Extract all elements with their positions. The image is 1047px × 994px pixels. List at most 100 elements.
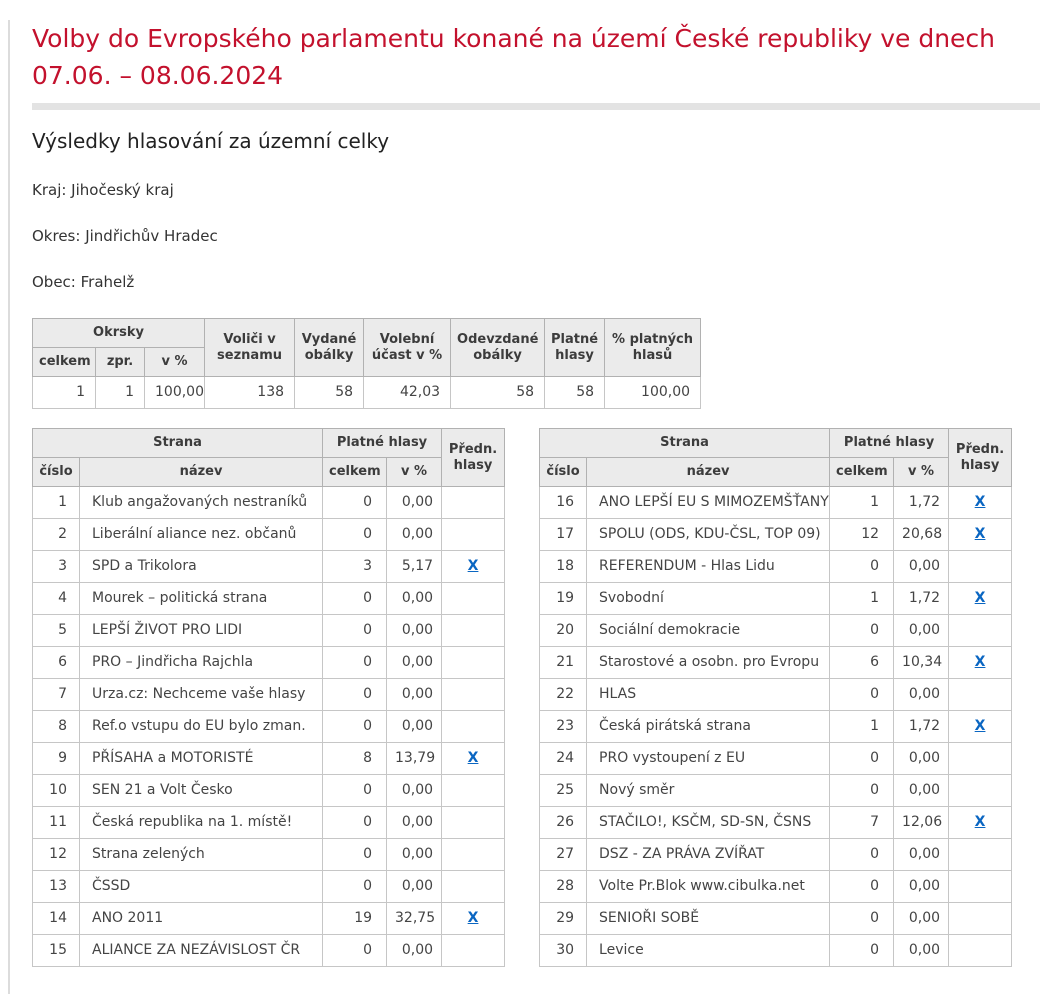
party-percent-cell: 0,00 [386,582,443,615]
party-pref-cell [948,902,1013,935]
party-pref-cell [948,678,1013,711]
col-header-platne-hlasy: Platné hlasy [544,318,606,377]
party-number-cell: 7 [32,678,80,711]
party-percent-cell: 0,00 [893,678,950,711]
party-percent-cell: 0,00 [893,614,950,647]
pref-votes-link[interactable]: X [467,558,479,574]
party-pref-cell [948,870,1013,903]
party-name-cell: Nový směr [586,774,831,807]
party-votes-cell: 19 [322,902,388,935]
party-row: 8 Ref.o vstupu do EU bylo zman. 0 0,00 [32,710,506,743]
party-percent-cell: 0,00 [386,774,443,807]
party-row: 20 Sociální demokracie 0 0,00 [539,614,1013,647]
volebni-ucast-value: 42,03 [363,376,452,409]
party-pref-cell [948,614,1013,647]
party-row: 1 Klub angažovaných nestraníků 0 0,00 [32,486,506,519]
col-header-vydane-obalky: Vydané obálky [294,318,365,377]
party-pref-cell: X [948,486,1013,519]
party-row: 28 Volte Pr.Blok www.cibulka.net 0 0,00 [539,870,1013,903]
party-row: 24 PRO vystoupení z EU 0 0,00 [539,742,1013,775]
party-row: 7 Urza.cz: Nechceme vaše hlasy 0 0,00 [32,678,506,711]
party-percent-cell: 0,00 [893,774,950,807]
col-header-pct-platnych-hlasu: % platných hlasů [604,318,702,377]
volici-v-seznamu-value: 138 [204,376,296,409]
party-row: 16 ANO LEPŠÍ EU S MIMOZEMŠŤANY 1 1,72 X [539,486,1013,519]
party-row: 2 Liberální aliance nez. občanů 0 0,00 [32,518,506,551]
platne-hlasy-group-header: Platné hlasy [829,428,950,458]
party-votes-cell: 0 [322,486,388,519]
party-votes-cell: 0 [829,774,895,807]
party-row: 4 Mourek – politická strana 0 0,00 [32,582,506,615]
party-percent-cell: 0,00 [386,646,443,679]
party-name-cell: LEPŠÍ ŽIVOT PRO LIDI [78,614,324,647]
party-percent-cell: 0,00 [386,838,443,871]
pref-votes-link[interactable]: X [974,814,986,830]
pref-votes-link[interactable]: X [467,750,479,766]
pref-votes-link[interactable]: X [974,526,986,542]
party-pref-cell: X [948,646,1013,679]
okrsky-group-header: Okrsky [31,318,206,348]
party-number-cell: 29 [539,902,588,935]
party-name-cell: ANO LEPŠÍ EU S MIMOZEMŠŤANY [586,486,831,519]
pref-votes-link[interactable]: X [467,910,479,926]
sub-header-celkem: celkem [32,347,96,377]
party-percent-cell: 1,72 [893,486,950,519]
strana-group-header: Strana [539,428,831,458]
party-name-cell: SPOLU (ODS, KDU-ČSL, TOP 09) [586,518,831,551]
party-votes-cell: 0 [322,710,388,743]
party-votes-cell: 7 [829,806,895,839]
party-votes-cell: 0 [322,646,388,679]
party-name-cell: Volte Pr.Blok www.cibulka.net [586,870,831,903]
pref-votes-link[interactable]: X [974,654,986,670]
pref-votes-link[interactable]: X [974,494,986,510]
party-row: 27 DSZ - ZA PRÁVA ZVÍŘAT 0 0,00 [539,838,1013,871]
col-header-odevzdane-obalky: Odevzdané obálky [450,318,546,377]
party-votes-cell: 0 [829,614,895,647]
party-votes-cell: 0 [322,518,388,551]
v-pct-header: v % [386,457,443,487]
col-header-volici-v-seznamu: Voliči v seznamu [204,318,296,377]
strana-group-header: Strana [31,428,324,458]
party-pref-cell: X [441,550,506,583]
party-row: 10 SEN 21 a Volt Česko 0 0,00 [32,774,506,807]
pref-votes-link[interactable]: X [974,718,986,734]
party-votes-cell: 0 [322,582,388,615]
party-number-cell: 8 [32,710,80,743]
party-votes-cell: 1 [829,582,895,615]
cislo-header: číslo [539,457,588,487]
party-pref-cell [441,614,506,647]
party-number-cell: 23 [539,710,588,743]
col-header-volebni-ucast: Volební účast v % [363,318,452,377]
party-votes-cell: 0 [322,678,388,711]
party-pref-cell [441,582,506,615]
cislo-header: číslo [32,457,80,487]
party-number-cell: 2 [32,518,80,551]
sub-header-v-pct: v % [143,347,206,377]
party-pref-cell [948,742,1013,775]
party-number-cell: 6 [32,646,80,679]
party-row: 30 Levice 0 0,00 [539,934,1013,967]
party-name-cell: PŘÍSAHA a MOTORISTÉ [78,742,324,775]
pref-votes-link[interactable]: X [974,590,986,606]
platne-hlasy-group-header: Platné hlasy [322,428,443,458]
nazev-header: název [586,457,831,487]
party-votes-cell: 12 [829,518,895,551]
party-votes-cell: 0 [322,614,388,647]
party-pref-cell: X [441,902,506,935]
region-line: Kraj: Jihočeský kraj [32,181,174,199]
party-name-cell: Sociální demokracie [586,614,831,647]
party-votes-cell: 3 [322,550,388,583]
party-votes-cell: 0 [322,774,388,807]
party-number-cell: 5 [32,614,80,647]
party-row: 12 Strana zelených 0 0,00 [32,838,506,871]
party-pref-cell [441,710,506,743]
party-votes-cell: 0 [829,742,895,775]
party-votes-cell: 0 [829,550,895,583]
party-row: 22 HLAS 0 0,00 [539,678,1013,711]
party-row: 19 Svobodní 1 1,72 X [539,582,1013,615]
party-votes-cell: 0 [829,838,895,871]
party-percent-cell: 0,00 [386,518,443,551]
party-name-cell: Ref.o vstupu do EU bylo zman. [78,710,324,743]
party-number-cell: 27 [539,838,588,871]
party-row: 29 SENIOŘI SOBĚ 0 0,00 [539,902,1013,935]
